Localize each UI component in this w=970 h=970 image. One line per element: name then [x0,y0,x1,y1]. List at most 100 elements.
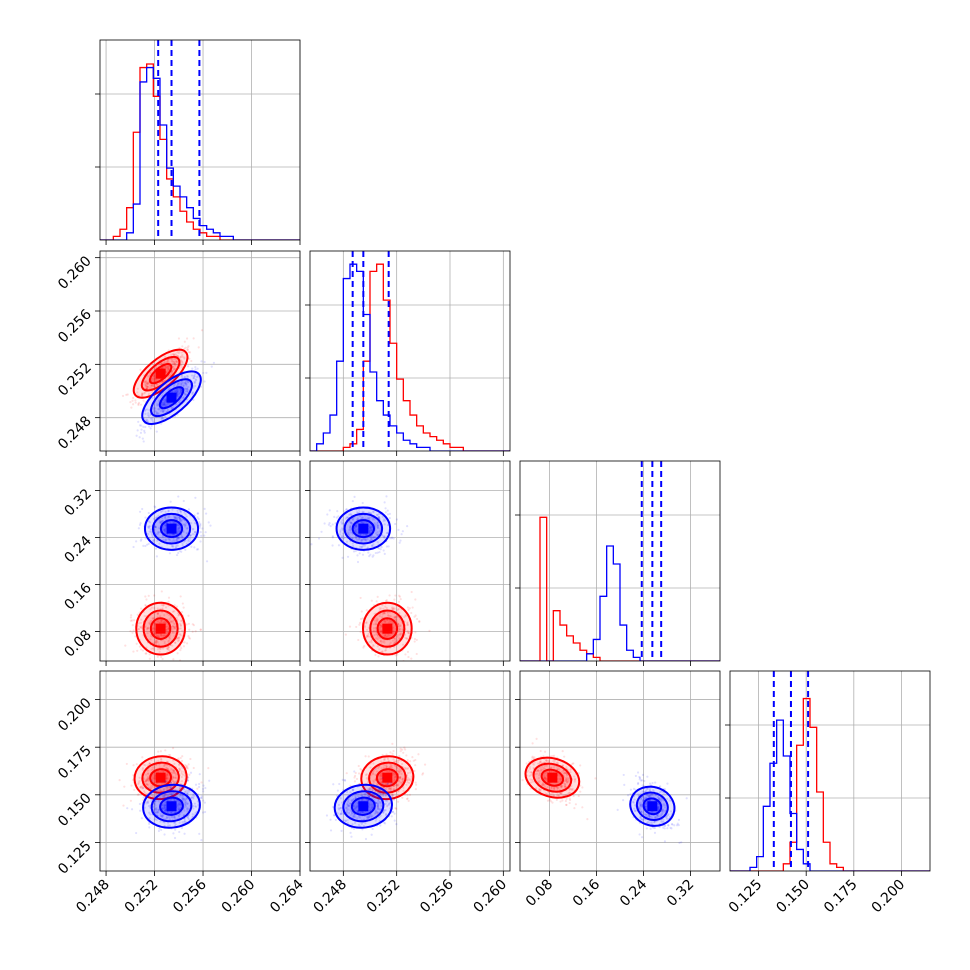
red-scatter-point [414,781,417,784]
blue-scatter-point [383,822,387,825]
red-scatter-point [396,635,399,638]
panel-content [100,40,300,240]
red-scatter-point [406,631,410,634]
red-scatter-point [145,778,148,781]
blue-scatter-point [192,386,195,389]
blue-scatter-point [185,527,188,530]
red-scatter-point [153,776,156,779]
blue-scatter-point [160,828,163,832]
red-scatter-point [125,393,128,396]
blue-scatter-point [354,535,357,539]
red-density-peak [155,368,166,379]
red-scatter-point [170,353,173,356]
red-scatter-point [145,385,148,388]
blue-scatter-point [203,534,206,537]
blue-scatter-point [389,783,392,787]
red-scatter-point [146,775,149,778]
blue-scatter-point [381,534,384,537]
red-scatter-point [167,368,170,371]
red-scatter-point [539,761,542,764]
red-scatter-point [170,620,174,623]
y-tick-label: 0.150 [55,790,95,830]
blue-scatter-point [385,797,389,801]
red-scatter-point [560,792,563,795]
blue-scatter-point [341,532,344,535]
red-scatter-point [372,772,375,776]
blue-scatter-point [185,384,188,387]
blue-scatter-point [349,529,352,532]
red-scatter-point [132,619,136,622]
red-scatter-point [400,772,403,776]
red-histogram [100,63,300,240]
blue-scatter-point [138,424,142,427]
red-scatter-point [358,623,361,626]
red-density-peak [155,772,166,783]
red-scatter-point [173,627,177,630]
blue-scatter-point [377,780,380,784]
red-scatter-point [143,391,146,394]
blue-scatter-point [150,532,153,535]
red-scatter-point [191,630,194,633]
red-scatter-point [174,631,177,634]
red-scatter-point [385,753,388,756]
blue-scatter-point [186,779,189,782]
blue-scatter-point [194,783,198,786]
red-scatter-point [172,626,175,629]
red-scatter-point [153,632,156,636]
red-scatter-point [392,607,395,611]
blue-scatter-point [164,528,167,531]
x-tick-label: 0.252 [364,877,404,917]
red-scatter-point [148,653,151,656]
blue-scatter-point [154,807,157,810]
red-scatter-point [389,786,393,789]
blue-scatter-point [183,511,186,514]
red-scatter-point [558,777,561,780]
red-scatter-point [559,778,562,781]
blue-scatter-point [350,799,353,802]
blue-scatter-point [320,530,323,533]
red-scatter-point [146,783,149,786]
red-scatter-point [528,767,532,770]
blue-scatter-point [387,802,390,805]
blue-scatter-point [355,806,358,809]
red-scatter-point [562,772,565,775]
blue-scatter-point [176,515,179,518]
blue-scatter-point [138,802,141,806]
red-scatter-point [169,767,173,770]
red-scatter-point [171,610,175,613]
red-scatter-point [189,757,192,761]
blue-scatter-point [337,807,340,810]
red-scatter-point [167,375,171,378]
red-scatter-point [134,399,137,402]
red-scatter-point [390,662,392,664]
blue-scatter-point [140,424,143,427]
red-scatter-point [566,779,569,782]
blue-scatter-point [632,801,635,804]
red-scatter-point [159,614,162,617]
red-scatter-point [406,797,409,800]
red-scatter-point [141,768,144,771]
red-scatter-point [398,594,401,597]
blue-scatter-point [339,813,342,816]
red-scatter-point [180,770,183,773]
blue-scatter-point [175,538,178,541]
blue-scatter-point [386,513,390,516]
red-scatter-point [392,749,395,753]
red-scatter-point [393,637,397,640]
red-scatter-point [370,639,373,643]
red-scatter-point [378,648,381,651]
blue-scatter-point [177,551,180,555]
red-scatter-point [394,783,398,786]
red-scatter-point [391,773,395,777]
red-scatter-point [403,746,406,749]
blue-scatter-point [181,795,184,798]
blue-scatter-point [326,513,329,516]
blue-scatter-point [158,526,161,530]
red-scatter-point [396,622,400,625]
blue-scatter-point [176,389,180,392]
red-scatter-point [137,783,140,786]
blue-scatter-point [153,505,156,508]
red-scatter-point [162,380,165,383]
red-scatter-point [141,785,144,788]
blue-scatter-point [194,805,198,808]
